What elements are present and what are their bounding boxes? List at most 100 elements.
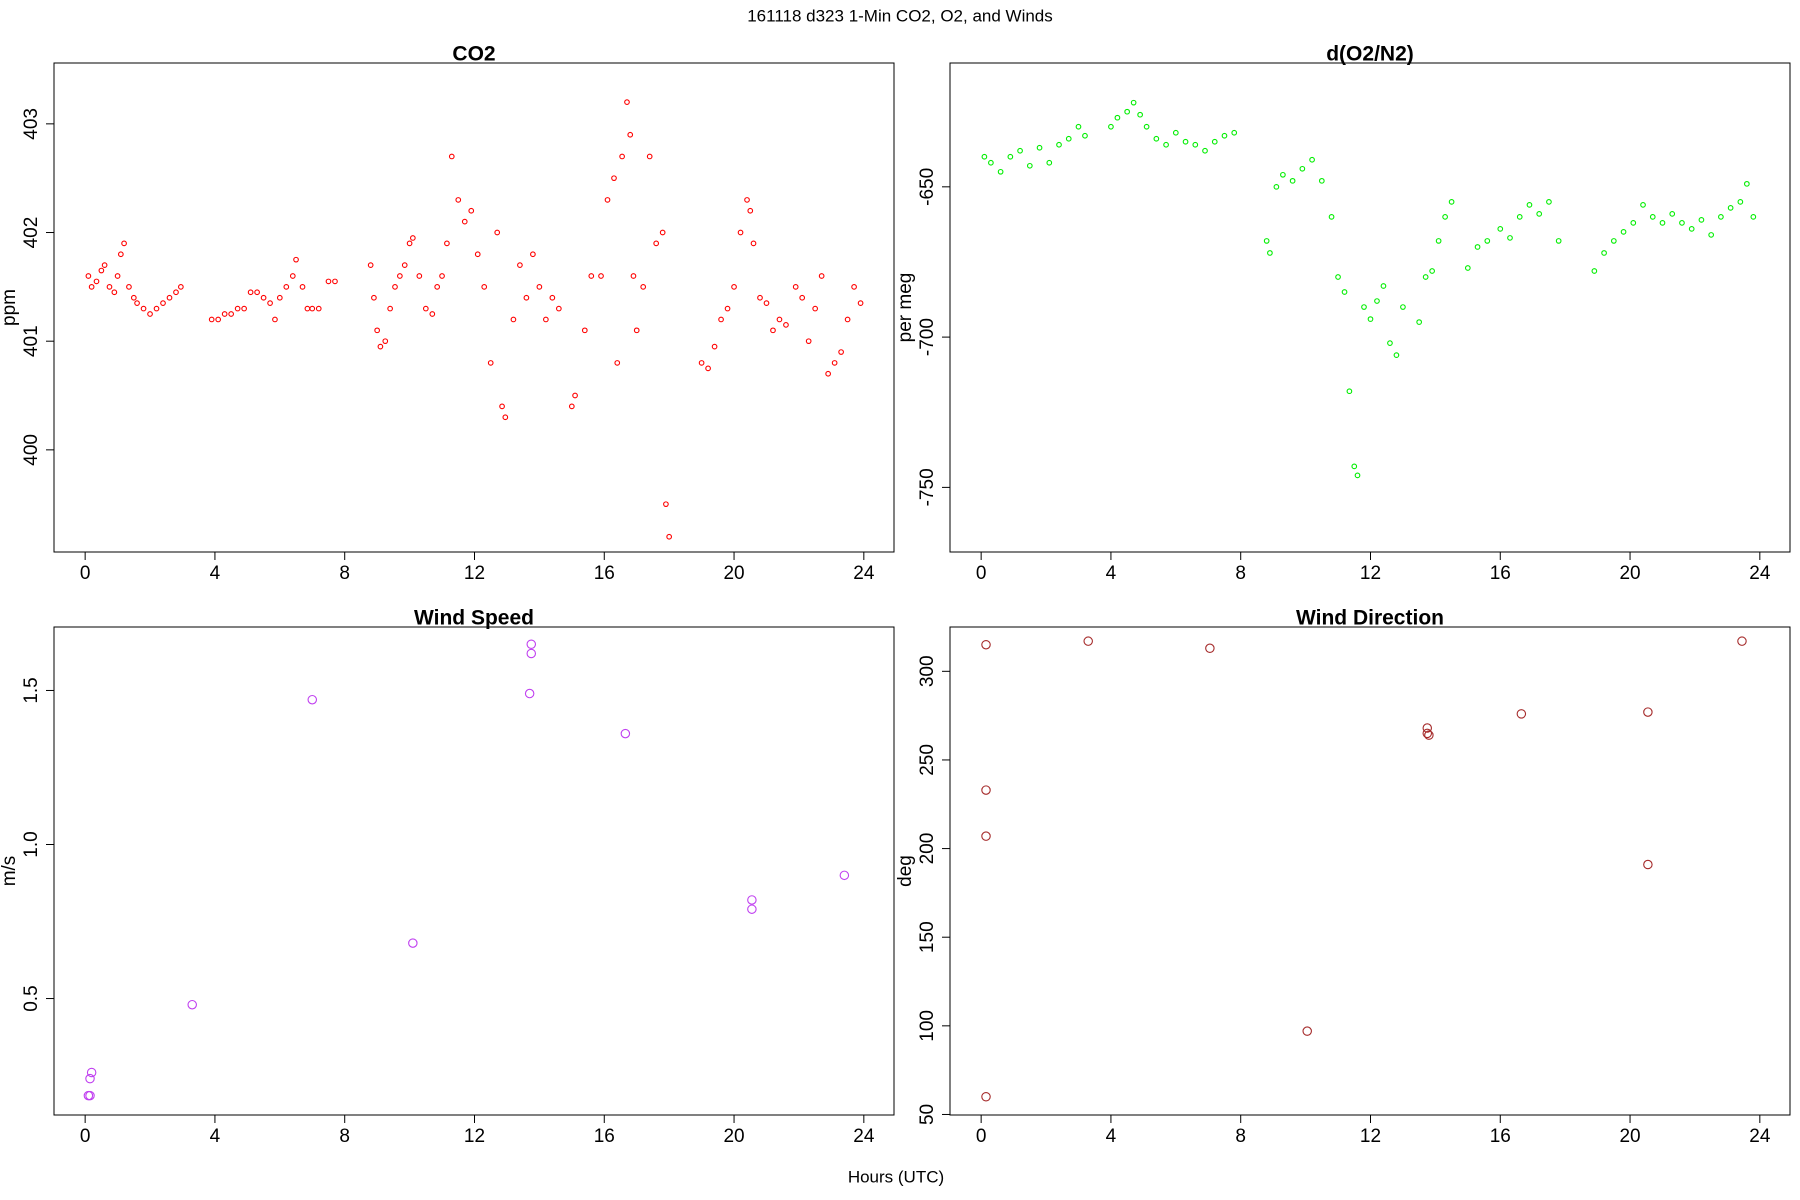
- point: [1341, 289, 1348, 295]
- point: [1484, 238, 1491, 244]
- point: [134, 300, 140, 307]
- point: [555, 305, 562, 312]
- point: [1464, 265, 1471, 271]
- point: [757, 294, 763, 301]
- point: [792, 284, 799, 290]
- point: [499, 403, 505, 410]
- x-tick-label: 20: [1619, 563, 1640, 584]
- point: [397, 273, 403, 279]
- point: [1591, 268, 1598, 274]
- point: [98, 267, 105, 274]
- x-tick-label: 20: [723, 1126, 744, 1147]
- point: [461, 218, 468, 225]
- point: [1205, 643, 1215, 654]
- point: [1273, 183, 1280, 190]
- point: [1007, 153, 1014, 160]
- point: [1318, 177, 1325, 184]
- x-tick-label: 24: [1749, 1126, 1771, 1147]
- point: [187, 999, 197, 1010]
- x-tick-label: 8: [1235, 1126, 1246, 1147]
- point: [818, 273, 825, 279]
- point: [406, 240, 413, 247]
- point: [653, 240, 660, 247]
- point: [1335, 274, 1341, 280]
- y-tick-label: 100: [917, 1010, 938, 1042]
- point: [1448, 199, 1455, 205]
- point: [1280, 171, 1286, 178]
- y-axis-label: per meg: [895, 273, 916, 343]
- point: [627, 131, 634, 138]
- x-axis-label: Hours (UTC): [848, 1167, 944, 1186]
- x-tick-label: 16: [594, 1126, 615, 1147]
- point: [260, 294, 267, 301]
- point: [448, 153, 455, 160]
- point: [747, 904, 757, 914]
- y-tick-label: 401: [21, 325, 42, 357]
- point: [126, 284, 132, 290]
- y-tick-label: 1.0: [21, 831, 42, 857]
- point: [805, 338, 812, 345]
- point: [1708, 232, 1715, 238]
- point: [1354, 472, 1361, 479]
- point: [1163, 141, 1169, 148]
- point: [1380, 283, 1387, 289]
- point: [371, 294, 377, 301]
- point: [1267, 250, 1273, 256]
- point: [101, 262, 108, 268]
- point: [630, 273, 637, 279]
- point: [1743, 180, 1750, 187]
- y-axis-label: m/s: [0, 856, 20, 887]
- point: [325, 278, 332, 285]
- x-tick-label: 20: [1619, 1126, 1640, 1147]
- point: [1182, 138, 1189, 145]
- point: [604, 197, 611, 203]
- x-tick-label: 8: [339, 563, 350, 584]
- point: [1620, 229, 1627, 235]
- point: [711, 343, 718, 350]
- point: [640, 284, 647, 290]
- point: [744, 197, 750, 203]
- point: [1082, 132, 1088, 139]
- y-tick-label: 402: [21, 217, 42, 249]
- point: [455, 197, 462, 203]
- point: [1750, 214, 1757, 220]
- point: [1328, 214, 1335, 220]
- point: [1289, 177, 1296, 184]
- point: [1108, 123, 1114, 130]
- point: [1737, 199, 1744, 205]
- point: [85, 1073, 95, 1084]
- point: [111, 289, 118, 296]
- point: [747, 207, 754, 214]
- point: [173, 289, 179, 296]
- point: [698, 360, 705, 366]
- x-tick-label: 16: [594, 563, 615, 584]
- point: [517, 262, 523, 268]
- point: [88, 284, 95, 290]
- point: [1202, 147, 1208, 154]
- point: [315, 305, 322, 312]
- x-tick-label: 4: [1106, 1126, 1117, 1147]
- y-tick-label: 403: [21, 108, 42, 140]
- point: [1361, 304, 1367, 310]
- x-tick-label: 4: [1106, 563, 1117, 584]
- y-tick-label: 250: [917, 744, 938, 776]
- point: [1263, 238, 1270, 244]
- point: [1211, 138, 1218, 145]
- point: [1302, 1026, 1312, 1036]
- point: [208, 316, 215, 323]
- point: [1387, 340, 1393, 346]
- y-tick-label: -700: [917, 318, 938, 356]
- point: [429, 311, 436, 317]
- point: [530, 251, 536, 258]
- point: [1065, 135, 1072, 142]
- point: [1026, 162, 1033, 169]
- point: [799, 294, 806, 301]
- x-tick-label: 12: [1360, 1126, 1381, 1147]
- point: [1299, 165, 1306, 172]
- point: [1669, 211, 1676, 217]
- point: [1056, 141, 1062, 148]
- point: [844, 316, 851, 323]
- point: [770, 327, 776, 334]
